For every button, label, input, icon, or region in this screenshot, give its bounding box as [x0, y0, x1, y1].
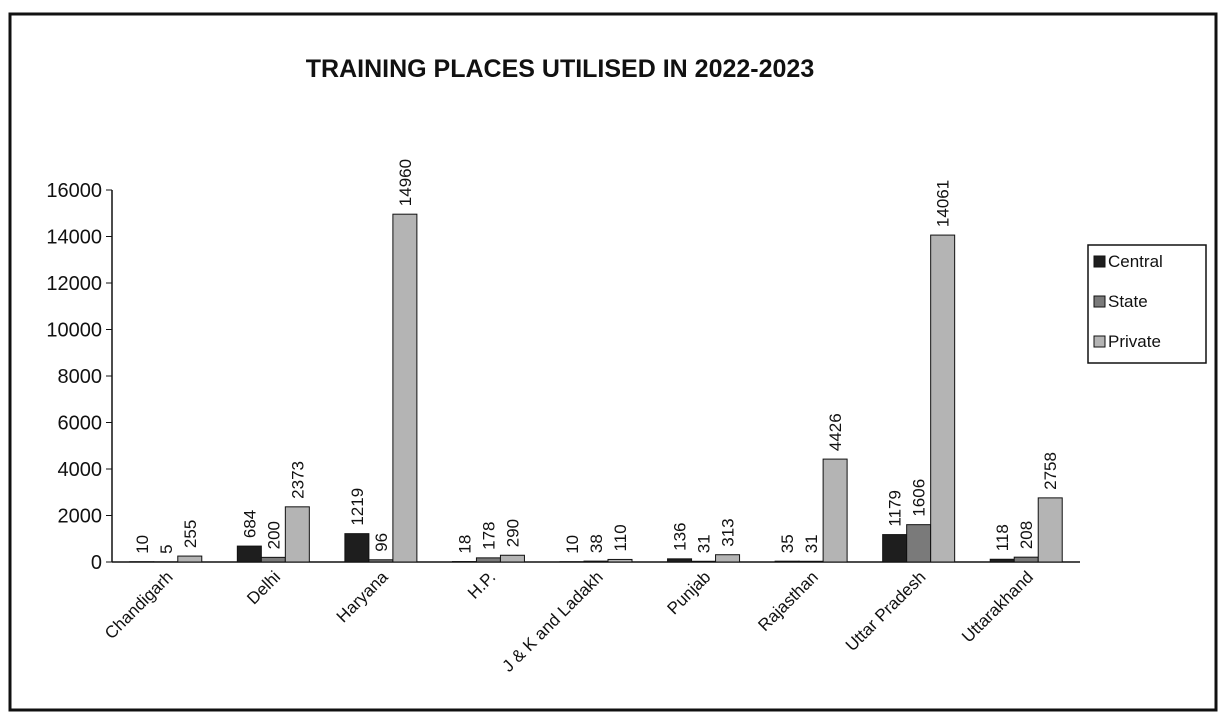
data-label: 31 — [695, 534, 714, 553]
x-tick-label: Rajasthan — [754, 567, 822, 635]
data-label: 290 — [503, 519, 522, 547]
bar — [1013, 556, 1039, 563]
data-label: 31 — [802, 534, 821, 553]
bar — [177, 555, 203, 563]
x-tick-label: J & K and Ladakh — [498, 567, 606, 675]
legend-box — [1087, 244, 1207, 364]
x-tick-label: H.P. — [464, 567, 499, 602]
data-label: 4426 — [826, 413, 845, 451]
y-tick-label: 0 — [91, 552, 102, 574]
bar — [822, 458, 848, 563]
bar — [284, 506, 310, 563]
bar — [1037, 497, 1063, 563]
bar — [715, 554, 741, 563]
legend-swatch — [1093, 335, 1106, 348]
legend-label: Central — [1108, 252, 1163, 271]
data-label: 178 — [479, 521, 498, 549]
legend-label: Private — [1108, 332, 1161, 351]
bar — [499, 554, 525, 563]
legend-swatch — [1093, 295, 1106, 308]
data-label: 200 — [264, 521, 283, 549]
bar — [344, 533, 370, 563]
data-label: 255 — [181, 520, 200, 548]
legend-swatch — [1093, 255, 1106, 268]
bar — [691, 560, 717, 563]
chart-title: TRAINING PLACES UTILISED IN 2022-2023 — [305, 55, 815, 83]
bar — [774, 560, 800, 563]
data-label: 2758 — [1041, 452, 1060, 490]
bar — [607, 558, 633, 563]
data-label: 38 — [587, 534, 606, 553]
data-label: 10 — [133, 535, 152, 554]
data-label: 5 — [157, 544, 176, 553]
data-label: 1606 — [910, 479, 929, 517]
data-label: 118 — [993, 524, 1012, 551]
data-label: 136 — [671, 522, 690, 550]
data-label: 96 — [372, 533, 391, 552]
data-label: 208 — [1017, 521, 1036, 549]
y-tick-label: 2000 — [58, 506, 103, 528]
bar — [989, 558, 1015, 563]
bar — [475, 557, 501, 563]
data-label: 110 — [611, 524, 630, 551]
data-label: 313 — [719, 518, 738, 546]
data-label: 18 — [455, 535, 474, 554]
chart-frame — [8, 12, 1218, 712]
x-tick-label: Uttarakhand — [958, 567, 1037, 646]
bar — [392, 213, 418, 563]
x-tick-label: Uttar Pradesh — [842, 567, 930, 655]
bar — [260, 556, 286, 563]
data-label: 1219 — [348, 488, 367, 526]
data-label: 684 — [240, 510, 259, 538]
x-tick-label: Punjab — [664, 567, 715, 618]
bar — [930, 234, 956, 563]
y-tick-label: 12000 — [46, 273, 102, 295]
bar — [798, 560, 824, 563]
bar — [236, 545, 262, 563]
y-tick-label: 6000 — [58, 413, 103, 435]
bar — [906, 524, 932, 563]
x-tick-label: Chandigarh — [101, 567, 177, 643]
y-tick-label: 14000 — [46, 227, 102, 249]
data-label: 35 — [778, 534, 797, 553]
bar — [667, 558, 693, 563]
x-tick-label: Haryana — [333, 567, 392, 626]
data-label: 14061 — [934, 180, 953, 227]
bar — [583, 560, 609, 563]
legend-label: State — [1108, 292, 1148, 311]
y-tick-label: 8000 — [58, 366, 103, 388]
data-label: 10 — [563, 535, 582, 554]
data-label: 1179 — [886, 490, 905, 527]
y-tick-label: 10000 — [46, 320, 102, 342]
data-label: 2373 — [288, 461, 307, 499]
x-tick-label: Delhi — [243, 567, 284, 608]
data-label: 14960 — [396, 159, 415, 206]
y-tick-label: 16000 — [46, 180, 102, 202]
y-tick-label: 4000 — [58, 459, 103, 481]
bar — [882, 534, 908, 563]
bar — [368, 559, 394, 563]
